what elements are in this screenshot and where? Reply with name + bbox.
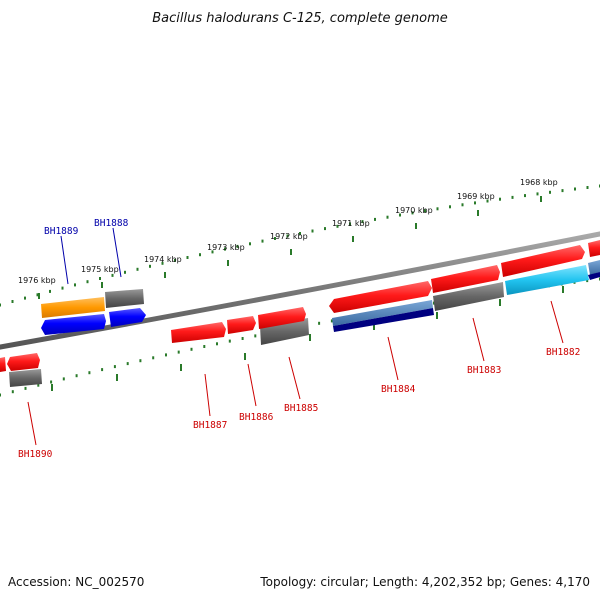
gene-label-bh1884[interactable]: BH1884	[381, 384, 416, 395]
tick-label: 1969 kbp	[457, 192, 495, 201]
gene-label-bh1882[interactable]: BH1882	[546, 347, 580, 358]
cds-feature-gray[interactable]	[105, 289, 144, 308]
genome-summary-text: Topology: circular; Length: 4,202,352 bp…	[259, 575, 590, 589]
tick-label: 1970 kbp	[395, 206, 433, 215]
gene-label-bh1886[interactable]: BH1886	[239, 412, 274, 423]
map-title: Bacillus halodurans C-125, complete geno…	[152, 11, 448, 26]
cds-feature-bh1890[interactable]	[7, 353, 40, 371]
tick-label: 1968 kbp	[520, 178, 558, 187]
gene-label-bh1890[interactable]: BH1890	[18, 449, 53, 460]
cds-feature-bh1889[interactable]	[41, 297, 105, 318]
tick-label: 1974 kbp	[144, 255, 182, 264]
tick-label: 1976 kbp	[18, 276, 56, 285]
cds-feature-bh1888[interactable]	[109, 308, 146, 327]
lower-scale-line	[0, 278, 600, 397]
gene-label-bh1883[interactable]: BH1883	[467, 365, 501, 376]
cds-feature-bh1887[interactable]	[171, 322, 226, 343]
gene-label-bh1887[interactable]: BH1887	[193, 420, 227, 431]
tick-label: 1975 kbp	[81, 265, 119, 274]
accession-text: Accession: NC_002570	[8, 575, 144, 589]
genome-map-svg: Bacillus halodurans C-125, complete geno…	[0, 0, 600, 600]
cds-feature-gray[interactable]	[9, 369, 42, 387]
genome-map: Bacillus halodurans C-125, complete geno…	[0, 0, 600, 600]
scale-ticks: 1968 kbp 1969 kbp 1970 kbp 1971 kbp 1972…	[18, 178, 558, 285]
cds-feature-edge-left[interactable]	[0, 357, 6, 372]
cds-feature-bh1886[interactable]	[227, 316, 256, 334]
cds-features	[0, 240, 600, 387]
tick-label: 1973 kbp	[207, 243, 245, 252]
tick-label: 1971 kbp	[332, 219, 370, 228]
gene-label-bh1888[interactable]: BH1888	[94, 218, 129, 229]
cds-feature-edge-right[interactable]	[588, 240, 600, 257]
gene-label-bh1885[interactable]: BH1885	[284, 403, 318, 414]
gene-label-bh1889[interactable]: BH1889	[44, 226, 79, 237]
tick-label: 1972 kbp	[270, 232, 308, 241]
